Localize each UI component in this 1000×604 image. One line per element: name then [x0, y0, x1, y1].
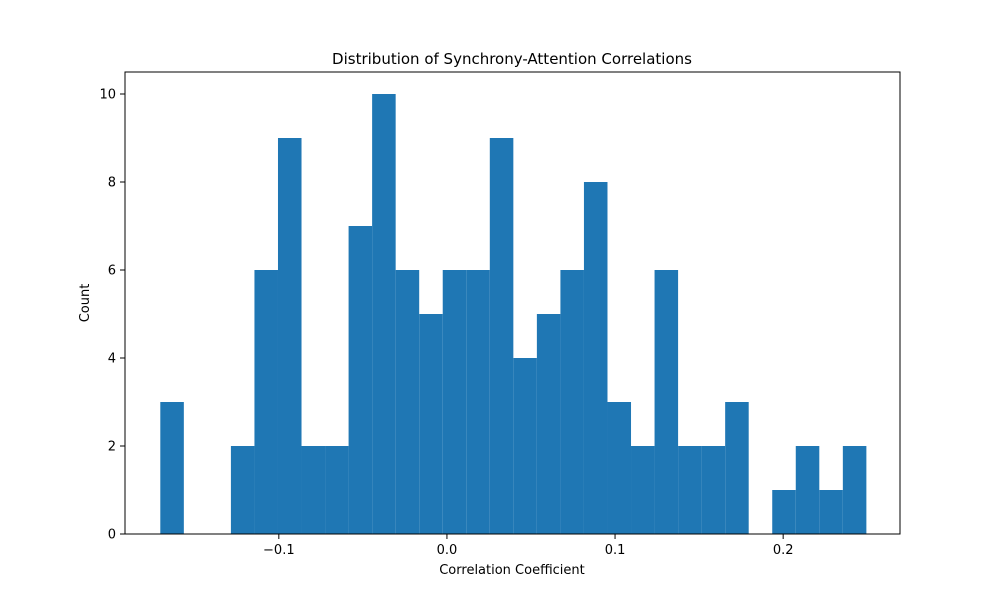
- histogram-bar: [254, 270, 278, 534]
- bars-group: [160, 94, 867, 534]
- histogram-bar: [160, 402, 184, 534]
- x-axis-label: Correlation Coefficient: [439, 563, 585, 578]
- histogram-bar: [795, 446, 820, 534]
- histogram-bar: [607, 402, 632, 534]
- histogram-bar: [513, 358, 537, 534]
- plot-frame: [124, 71, 901, 535]
- histogram-bar: [678, 446, 702, 534]
- histogram-bar: [372, 94, 396, 534]
- histogram-bar: [631, 446, 655, 534]
- x-tick-label: −0.1: [263, 543, 295, 558]
- y-tick-label: 8: [108, 176, 116, 191]
- x-axis-ticks: −0.1 0.0 0.1 0.2: [263, 534, 794, 558]
- histogram-bar: [772, 490, 796, 534]
- y-tick-label: 0: [108, 528, 116, 543]
- histogram-bar: [583, 182, 608, 534]
- histogram-bar: [301, 446, 326, 534]
- histogram-bar: [489, 138, 514, 534]
- histogram-bar: [701, 446, 726, 534]
- histogram-bar: [419, 314, 443, 534]
- histogram-bar: [395, 270, 420, 534]
- histogram-bar: [277, 138, 302, 534]
- y-tick-label: 10: [99, 88, 116, 103]
- x-tick-label: 0.1: [605, 543, 626, 558]
- x-tick-label: 0.0: [437, 543, 458, 558]
- histogram-bar: [842, 446, 867, 534]
- x-tick-label: 0.2: [773, 543, 794, 558]
- y-tick-label: 2: [108, 440, 116, 455]
- histogram-bar: [348, 226, 373, 534]
- histogram-bar: [325, 446, 349, 534]
- histogram-bar: [819, 490, 843, 534]
- histogram-bar: [654, 270, 679, 534]
- histogram-bar: [466, 270, 490, 534]
- y-axis-label: Count: [78, 284, 93, 323]
- y-tick-label: 6: [108, 264, 116, 279]
- histogram-bar: [442, 270, 467, 534]
- histogram-bar: [230, 446, 255, 534]
- histogram-bar: [560, 270, 584, 534]
- y-tick-label: 4: [108, 352, 116, 367]
- histogram-bar: [536, 314, 561, 534]
- y-axis-ticks: 0 2 4 6 8 10: [99, 88, 125, 543]
- chart-title: Distribution of Synchrony-Attention Corr…: [332, 50, 692, 68]
- histogram-bar: [725, 402, 749, 534]
